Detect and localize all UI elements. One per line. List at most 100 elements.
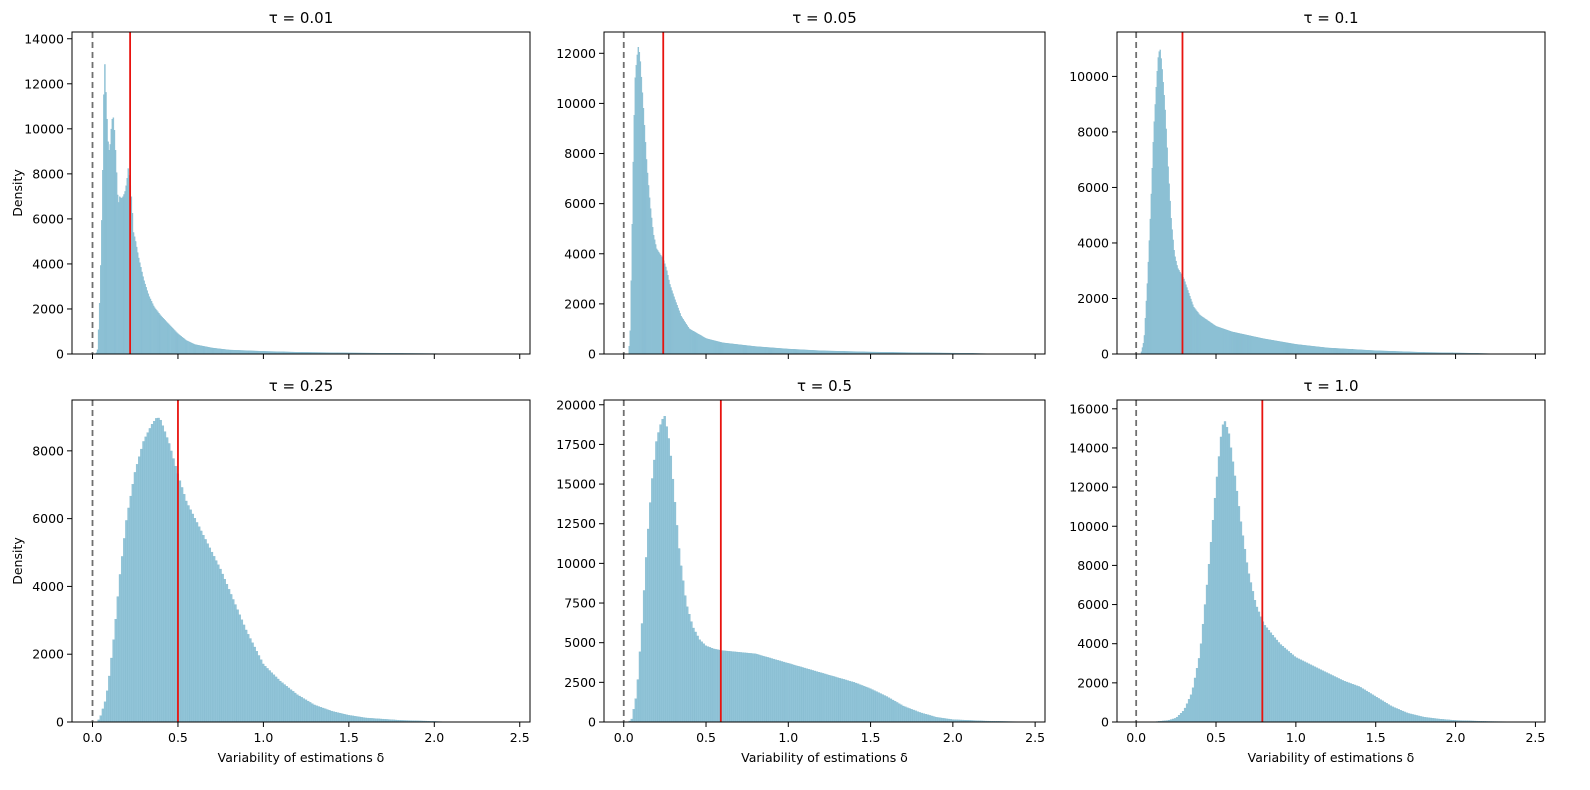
histogram-bar	[1361, 688, 1364, 723]
histogram-bar	[1339, 679, 1342, 723]
histogram-bar	[838, 677, 841, 723]
histogram-bar	[1285, 649, 1289, 723]
histogram-bar	[762, 346, 764, 355]
histogram-bar	[696, 635, 699, 723]
y-tick-label: 2000	[32, 301, 64, 316]
histogram-bar	[272, 674, 276, 723]
histogram-bar	[197, 526, 201, 723]
histogram-bar	[1421, 716, 1424, 723]
histogram-bar	[770, 347, 772, 355]
histogram-bar	[200, 530, 203, 723]
histogram-bar	[795, 349, 798, 355]
histogram-bar	[706, 646, 710, 723]
histogram-bar	[702, 643, 705, 723]
histogram-bar	[194, 344, 196, 355]
histogram-bars	[628, 416, 1028, 723]
histogram-bar	[1255, 606, 1259, 723]
histogram-bar	[869, 688, 872, 723]
histogram-bar	[684, 322, 686, 355]
histogram-bar	[690, 329, 693, 355]
panel-title: τ = 0.01	[269, 9, 334, 27]
histogram-bar	[111, 119, 114, 355]
histogram-bar	[885, 696, 889, 723]
y-tick-label: 12500	[556, 516, 596, 531]
histogram-bar	[155, 308, 157, 355]
histogram-bar	[1321, 670, 1324, 723]
histogram-bar	[177, 333, 179, 355]
histogram-bar	[296, 694, 299, 723]
histogram-bar	[196, 344, 198, 355]
histogram-bar	[709, 339, 711, 355]
histogram-bar	[1329, 674, 1332, 723]
histogram-bar	[676, 305, 678, 355]
histogram-bar	[220, 348, 223, 355]
histogram-bar	[1189, 694, 1193, 723]
histogram-bar	[774, 347, 776, 355]
subplot-tau-1.0: 0 2000 4000 6000 8000 10000 12000 14000 16000 0.0…	[1069, 377, 1546, 765]
x-tick-label: 2.0	[943, 730, 963, 745]
histogram-bar	[815, 671, 819, 723]
histogram-bar	[729, 343, 731, 355]
histogram-bar	[349, 715, 352, 723]
histogram-bar	[788, 348, 791, 355]
histogram-bar	[748, 345, 751, 355]
histogram-bar	[112, 639, 115, 723]
histogram-bar	[791, 349, 794, 355]
histogram-bar	[216, 348, 218, 355]
histogram-bar	[1243, 548, 1247, 723]
histogram-bar	[682, 580, 685, 723]
histogram-bar	[1269, 632, 1273, 723]
histogram-bar	[249, 638, 252, 723]
histogram-bar	[735, 651, 738, 723]
histogram-bar	[1287, 651, 1291, 723]
histogram-bar	[877, 692, 880, 723]
histogram-bar	[283, 684, 286, 723]
histogram-bar	[158, 313, 160, 355]
histogram-bar	[678, 310, 680, 355]
x-tick-label: 0.0	[83, 730, 103, 745]
histogram-bar	[1265, 627, 1269, 723]
histogram-bar	[1205, 584, 1209, 723]
histogram-bar	[826, 674, 829, 723]
histogram-bar	[723, 650, 726, 723]
histogram-bar	[784, 662, 788, 723]
histogram-bar	[338, 712, 342, 723]
histogram-bar	[756, 346, 758, 355]
histogram-bar	[725, 342, 727, 355]
histogram-bar	[758, 346, 760, 355]
histogram-bar	[641, 92, 644, 355]
histogram-bar	[110, 128, 112, 355]
histogram-bar	[185, 340, 188, 355]
histogram-bar	[687, 326, 690, 355]
histogram-bar	[279, 680, 282, 723]
histogram-bar	[202, 535, 205, 723]
histogram-bar	[1379, 699, 1382, 723]
histogram-bar	[1399, 710, 1402, 723]
histogram-bar	[1199, 643, 1203, 723]
histogram-bar	[206, 543, 209, 723]
histogram-bar	[1423, 717, 1426, 723]
histogram-bar	[114, 150, 117, 355]
histogram-bar	[795, 665, 798, 723]
x-tick-label: 1.5	[861, 730, 881, 745]
histogram-bar	[334, 711, 338, 723]
histogram-bar	[692, 331, 695, 355]
x-axis-label: Variability of estimations δ	[1248, 750, 1415, 765]
histogram-bar	[1337, 348, 1340, 355]
histogram-bar	[114, 619, 118, 723]
histogram-bar	[649, 502, 652, 723]
histogram-bar	[234, 604, 237, 723]
histogram-bar	[1351, 684, 1354, 723]
histogram-bar	[1209, 542, 1213, 723]
histogram-bar	[298, 695, 301, 723]
histogram-bar	[364, 717, 367, 723]
histogram-bar	[133, 472, 137, 723]
histogram-bar	[1175, 716, 1179, 723]
histogram-bar	[116, 194, 119, 355]
histogram-bar	[185, 500, 188, 723]
histogram-bar	[1425, 717, 1428, 723]
histogram-bar	[146, 432, 150, 723]
histogram-bar	[1291, 654, 1295, 723]
histogram-bar	[716, 341, 718, 355]
histogram-bar	[696, 333, 699, 355]
